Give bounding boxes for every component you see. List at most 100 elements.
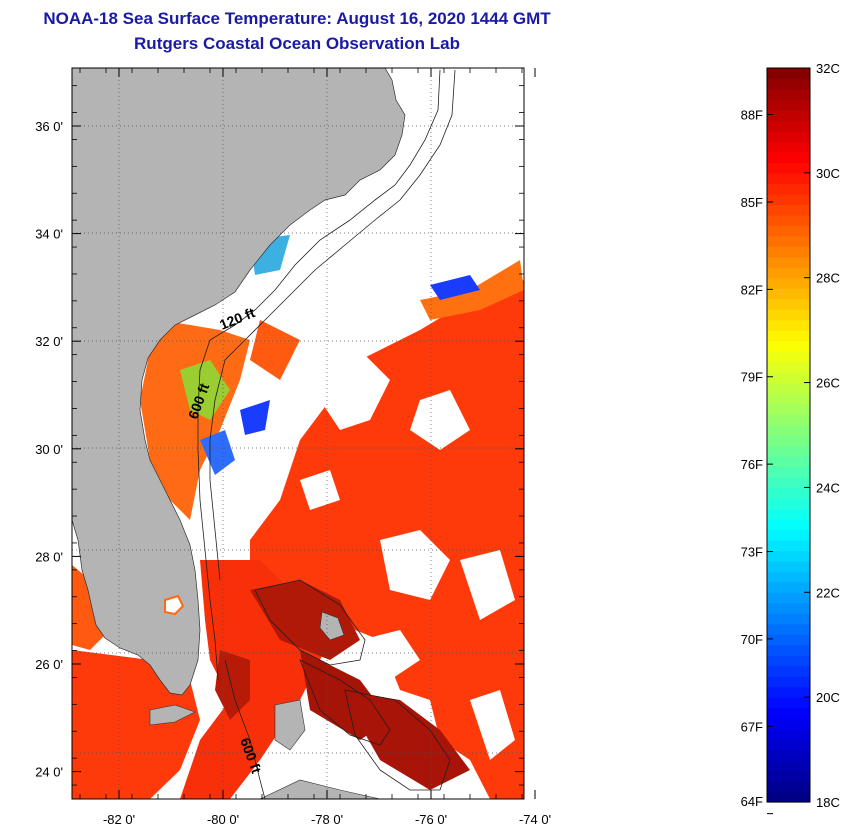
colorbar-band: [767, 267, 810, 279]
colorbar-band: [767, 151, 810, 163]
colorbar-band: [767, 225, 810, 237]
colorbar-band: [767, 518, 810, 530]
colorbar-band: [767, 497, 810, 509]
lat-label: 24 0': [35, 765, 63, 780]
colorbar-f-label: 79F: [741, 370, 763, 385]
colorbar-band: [767, 529, 810, 541]
colorbar-band: [767, 623, 810, 635]
lon-label: -82 0': [103, 812, 135, 827]
colorbar-f-label: 67F: [741, 719, 763, 734]
lake-okeechobee: [164, 594, 185, 616]
colorbar-f-label: 85F: [741, 195, 763, 210]
lat-label: 30 0': [35, 442, 63, 457]
colorbar-c-label: 20C: [816, 690, 840, 705]
colorbar-band: [767, 539, 810, 551]
colorbar-f-label: 70F: [741, 632, 763, 647]
colorbar-f-label: 73F: [741, 545, 763, 560]
colorbar-band: [767, 613, 810, 625]
colorbar-band: [767, 770, 810, 782]
lat-label: 34 0': [35, 227, 63, 242]
colorbar-band: [767, 602, 810, 614]
colorbar-band: [767, 204, 810, 216]
colorbar-band: [767, 340, 810, 352]
colorbar-band: [767, 476, 810, 489]
colorbar-band: [767, 120, 810, 132]
colorbar-band: [767, 644, 810, 656]
colorbar-c-label: 18C: [816, 795, 840, 810]
colorbar-frame: [766, 67, 811, 803]
lon-label: -76 0': [415, 812, 447, 827]
lon-label: -78 0': [311, 812, 343, 827]
colorbar-band: [767, 298, 810, 310]
colorbar-band: [767, 372, 810, 384]
colorbar-band: [767, 99, 810, 111]
colorbar-band: [767, 791, 810, 803]
colorbar-c-label: 22C: [816, 585, 840, 600]
colorbar-band: [767, 665, 810, 677]
colorbar-band: [767, 309, 810, 321]
colorbar-band: [767, 414, 810, 426]
colorbar-band: [767, 141, 810, 153]
colorbar-band: [767, 351, 810, 363]
colorbar-band: [767, 466, 810, 478]
colorbar-band: [767, 78, 810, 90]
colorbar-band: [767, 330, 810, 342]
colorbar-band: [767, 68, 810, 80]
colorbar-band: [767, 455, 810, 468]
lat-label: 32 0': [35, 334, 63, 349]
cuba-land: [259, 779, 381, 799]
colorbar: 32C 30C 28C 26C 24C 22C 20C 18C 88F 85F 82F 79F 76F 7…: [741, 61, 840, 815]
colorbar-band: [767, 435, 810, 447]
colorbar-c-label: 32C: [816, 61, 840, 76]
map-axes: 36 0' 34 0' 32 0' 30 0' 28 0' 26 0' 24 0' -82 0…: [35, 68, 551, 827]
map-title: NOAA-18 Sea Surface Temperature: August …: [43, 9, 551, 28]
colorbar-band: [767, 424, 810, 436]
colorbar-band: [767, 445, 810, 457]
colorbar-band: [767, 781, 810, 793]
colorbar-band: [767, 760, 810, 772]
colorbar-band: [767, 697, 810, 709]
colorbar-band: [767, 172, 810, 184]
colorbar-band: [767, 235, 810, 247]
colorbar-band: [767, 214, 810, 226]
colorbar-c-label: 26C: [816, 376, 840, 391]
lat-label: 28 0': [35, 549, 63, 564]
colorbar-band: [767, 550, 810, 562]
colorbar-band: [767, 393, 810, 405]
bathymetry-contours: [197, 69, 456, 799]
colorbar-c-label: 30C: [816, 166, 840, 181]
colorbar-band: [767, 319, 810, 331]
colorbar-band: [767, 707, 810, 719]
colorbar-band: [767, 739, 810, 751]
colorbar-band: [767, 288, 810, 300]
colorbar-band: [767, 728, 810, 740]
colorbar-f-label: 82F: [741, 282, 763, 297]
colorbar-band: [767, 403, 810, 415]
land-mass: [72, 68, 406, 696]
colorbar-f-label: 64F: [741, 794, 763, 809]
colorbar-c-label: 28C: [816, 271, 840, 286]
colorbar-band: [767, 560, 810, 572]
map-subtitle: Rutgers Coastal Ocean Observation Lab: [134, 34, 460, 53]
bahamas-island: [319, 611, 345, 641]
colorbar-band: [767, 130, 810, 142]
florida-keys-land: [149, 704, 196, 726]
colorbar-band: [767, 109, 810, 122]
colorbar-band: [767, 361, 810, 373]
map-frame: [71, 67, 525, 800]
colorbar-f-label: 88F: [741, 108, 763, 123]
colorbar-band: [767, 676, 810, 688]
colorbar-band: [767, 88, 810, 101]
colorbar-band: [767, 655, 810, 667]
lat-label: 26 0': [35, 657, 63, 672]
colorbar-band: [767, 183, 810, 195]
colorbar-band: [767, 749, 810, 761]
colorbar-band: [767, 571, 810, 583]
colorbar-band: [767, 718, 810, 730]
lon-label: -80 0': [207, 812, 239, 827]
colorbar-band: [767, 634, 810, 646]
colorbar-band: [767, 162, 810, 174]
colorbar-band: [767, 581, 810, 593]
colorbar-band: [767, 487, 810, 499]
